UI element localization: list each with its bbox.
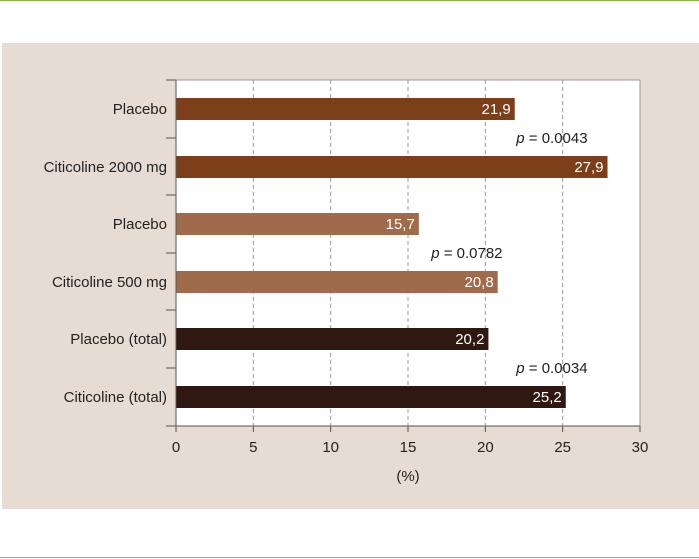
top-rule [0, 0, 699, 1]
bottom-rule [0, 557, 699, 558]
labels: 0 5 10 15 20 25 30 Placebo 21,9 Citicoline 2000 m… [44, 101, 649, 456]
p-value-annotation: p = 0.0034 [515, 360, 587, 377]
bar [176, 386, 566, 408]
category-label: Citicoline 2000 mg [44, 159, 167, 176]
data-label: 20,2 [455, 331, 484, 348]
data-label: 25,2 [533, 389, 562, 406]
x-tick-label: 30 [632, 439, 649, 456]
bar [176, 156, 608, 178]
x-tick-label: 10 [322, 439, 339, 456]
x-tick-label: 15 [400, 439, 417, 456]
category-label: Placebo (total) [70, 331, 167, 348]
data-label: 20,8 [465, 274, 494, 291]
data-label: 21,9 [482, 101, 511, 118]
bar [176, 98, 515, 120]
bar [176, 271, 498, 293]
x-axis-label: (%) [396, 468, 419, 485]
axes [166, 79, 641, 432]
p-value-annotation: p = 0.0782 [430, 245, 502, 262]
category-label: Placebo [113, 216, 167, 233]
x-tick-label: 5 [249, 439, 257, 456]
x-tick-label: 0 [172, 439, 180, 456]
gridlines [252, 80, 564, 426]
p-value-annotation: p = 0.0043 [515, 130, 587, 147]
bar [176, 213, 419, 235]
x-tick-label: 20 [477, 439, 494, 456]
category-label: Placebo [113, 101, 167, 118]
data-label: 27,9 [574, 159, 603, 176]
category-label: Citicoline (total) [64, 389, 167, 406]
data-label: 15,7 [386, 216, 415, 233]
bar [176, 328, 489, 350]
x-tick-label: 25 [554, 439, 571, 456]
category-label: Citicoline 500 mg [52, 274, 167, 291]
bars [176, 98, 608, 408]
